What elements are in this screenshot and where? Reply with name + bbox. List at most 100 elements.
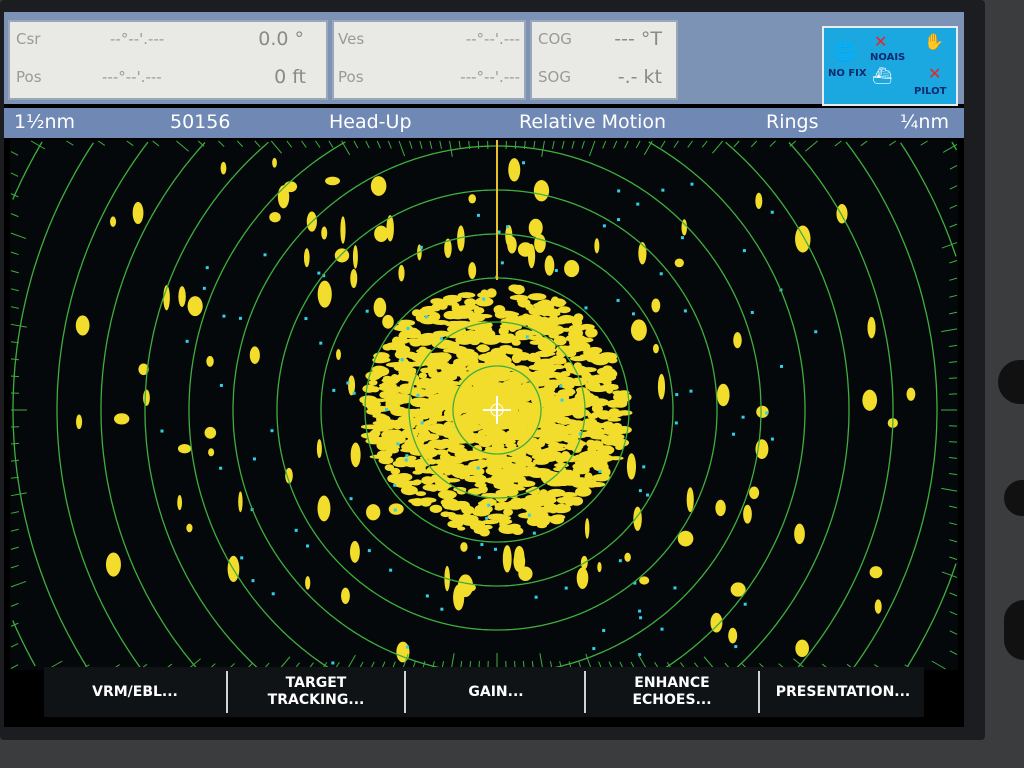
radar-echo [710, 612, 723, 633]
target-dot [271, 592, 275, 596]
bearing-tick [949, 164, 958, 170]
vrm-ebl-button[interactable]: VRM/EBL... [44, 671, 228, 713]
radar-echo [587, 413, 599, 420]
hardware-button[interactable] [1004, 600, 1024, 660]
radar-echo [564, 443, 584, 451]
presentation-button[interactable]: PRESENTATION... [775, 683, 911, 700]
target-dot [690, 182, 694, 186]
target-dot [331, 661, 335, 665]
range-value[interactable]: 1½nm [14, 111, 76, 133]
radar-echo [186, 523, 193, 533]
bearing-tick [286, 140, 293, 148]
radar-echo [598, 352, 618, 362]
target-tracking-button[interactable]: TARGET TRACKING... [228, 671, 406, 713]
radar-echo [366, 408, 382, 415]
bearing-tick [949, 505, 958, 509]
radar-echo [362, 384, 376, 393]
target-dot [202, 286, 206, 290]
hardware-button[interactable] [1004, 480, 1024, 516]
radar-echo [613, 397, 628, 407]
bearing-tick [949, 522, 958, 526]
radar-echo [422, 421, 433, 426]
target-dot [532, 531, 536, 535]
radar-echo [630, 319, 647, 341]
radar-echo [527, 335, 541, 341]
alerts-panel[interactable]: 🌐 NO FIX ✕ NOAIS ⛴ ✋ ✕ PILOT [822, 26, 958, 106]
radar-echo [579, 323, 595, 330]
bearing-tick [948, 361, 958, 363]
radar-echo [531, 511, 549, 518]
radar-echo [75, 315, 90, 336]
radar-echo [657, 373, 666, 400]
radar-echo [867, 316, 876, 339]
target-dot [477, 556, 481, 560]
target-dot [482, 297, 486, 301]
radar-echo [584, 472, 593, 482]
radar-echo [733, 332, 742, 349]
bearing-tick [949, 556, 958, 560]
radar-echo [438, 427, 448, 436]
range-ring [188, 141, 806, 669]
target-dot [304, 317, 308, 321]
radar-echo [408, 367, 417, 374]
radar-echo [381, 430, 398, 440]
range-ring [408, 321, 586, 499]
target-dot [633, 581, 637, 585]
radar-echo [373, 297, 387, 318]
radar-display[interactable] [10, 140, 958, 670]
radar-echo [452, 407, 468, 414]
bearing-tick [949, 650, 958, 656]
bearing-tick [409, 140, 413, 149]
bearing-tick [523, 140, 526, 150]
radar-echo [626, 453, 636, 480]
radar-echo [529, 340, 543, 345]
radar-echo [420, 498, 432, 507]
bearing-tick [552, 140, 555, 149]
target-dot [497, 230, 501, 234]
radar-echo [366, 504, 381, 521]
target-dot [349, 497, 353, 501]
radar-echo [589, 348, 600, 358]
radar-echo [424, 404, 445, 414]
radar-echo [406, 328, 420, 336]
target-dot [559, 384, 563, 388]
radar-echo [317, 495, 331, 522]
radar-echo [585, 327, 598, 338]
gain-button[interactable]: GAIN... [408, 671, 586, 713]
radar-echo [602, 383, 619, 389]
bearing-tick [398, 140, 406, 157]
radar-echo [486, 385, 506, 393]
bearing-tick [347, 654, 356, 670]
radar-echo [543, 501, 555, 510]
target-dot [500, 261, 504, 265]
ais-off-icon: ✕ [874, 32, 888, 51]
radar-echo [477, 344, 489, 353]
enhance-echoes-button[interactable]: ENHANCE ECHOES... [586, 671, 760, 713]
bearing-tick [949, 294, 958, 298]
bearing-tick [581, 140, 585, 149]
target-dot [560, 398, 564, 402]
radar-echo [430, 298, 445, 305]
target-dot [439, 337, 443, 341]
status-bar: 1½nm 50156 Head-Up Relative Motion Rings… [4, 108, 964, 138]
bearing-tick [126, 140, 134, 147]
radar-echo [433, 415, 446, 421]
radar-echo [488, 515, 505, 520]
radar-echo [456, 348, 475, 354]
radar-echo [795, 225, 811, 253]
radar-echo [376, 450, 393, 459]
target-dot [534, 595, 538, 599]
target-dot [602, 224, 606, 228]
radar-echo [571, 318, 583, 327]
radar-echo [458, 310, 474, 316]
bearing-tick [750, 140, 758, 148]
rotary-knob[interactable] [998, 360, 1024, 404]
radar-echo [836, 204, 848, 224]
bearing-tick [834, 140, 842, 147]
target-dot [440, 607, 444, 611]
bearing-tick [429, 140, 433, 149]
radar-echo [653, 343, 659, 354]
pilot-off-icon: ✕ [928, 64, 942, 83]
bearing-tick [949, 473, 958, 476]
radar-echo [562, 327, 572, 332]
